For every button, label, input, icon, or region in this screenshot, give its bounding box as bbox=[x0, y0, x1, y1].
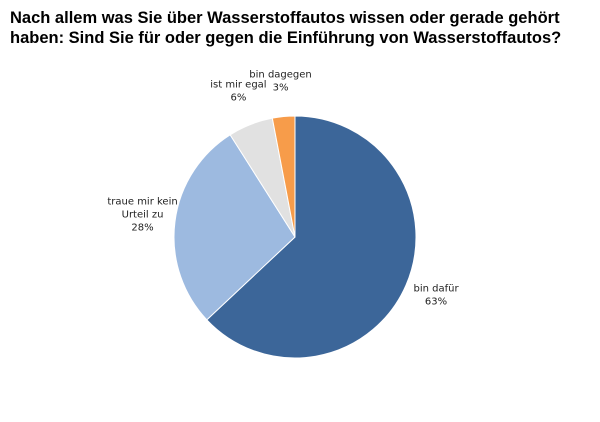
slice-value-label: 28% bbox=[131, 223, 153, 234]
chart-title: Nach allem was Sie über Wasserstoffautos… bbox=[10, 9, 562, 47]
pie-slice bbox=[271, 115, 296, 238]
slice-label-line: traue mir kein bbox=[107, 197, 177, 208]
slice-label-line: ist mir egal bbox=[210, 80, 266, 91]
slice-label: bin dagegen bbox=[249, 70, 311, 81]
slice-label: bin dafür bbox=[413, 284, 459, 295]
pie-slice bbox=[206, 115, 417, 359]
slice-label: ist mir egal bbox=[210, 80, 266, 91]
slice-label-line: bin dagegen bbox=[249, 70, 311, 81]
slice-label: traue mir kein Urteil zu bbox=[107, 197, 177, 221]
slice-label-line: bin dafür bbox=[413, 284, 459, 295]
slice-value-label: 6% bbox=[230, 93, 246, 104]
slice-value-label: 63% bbox=[425, 297, 447, 308]
slice-value-label: 3% bbox=[273, 83, 289, 94]
pie-slice bbox=[173, 134, 296, 321]
slice-label-line: Urteil zu bbox=[122, 210, 164, 221]
